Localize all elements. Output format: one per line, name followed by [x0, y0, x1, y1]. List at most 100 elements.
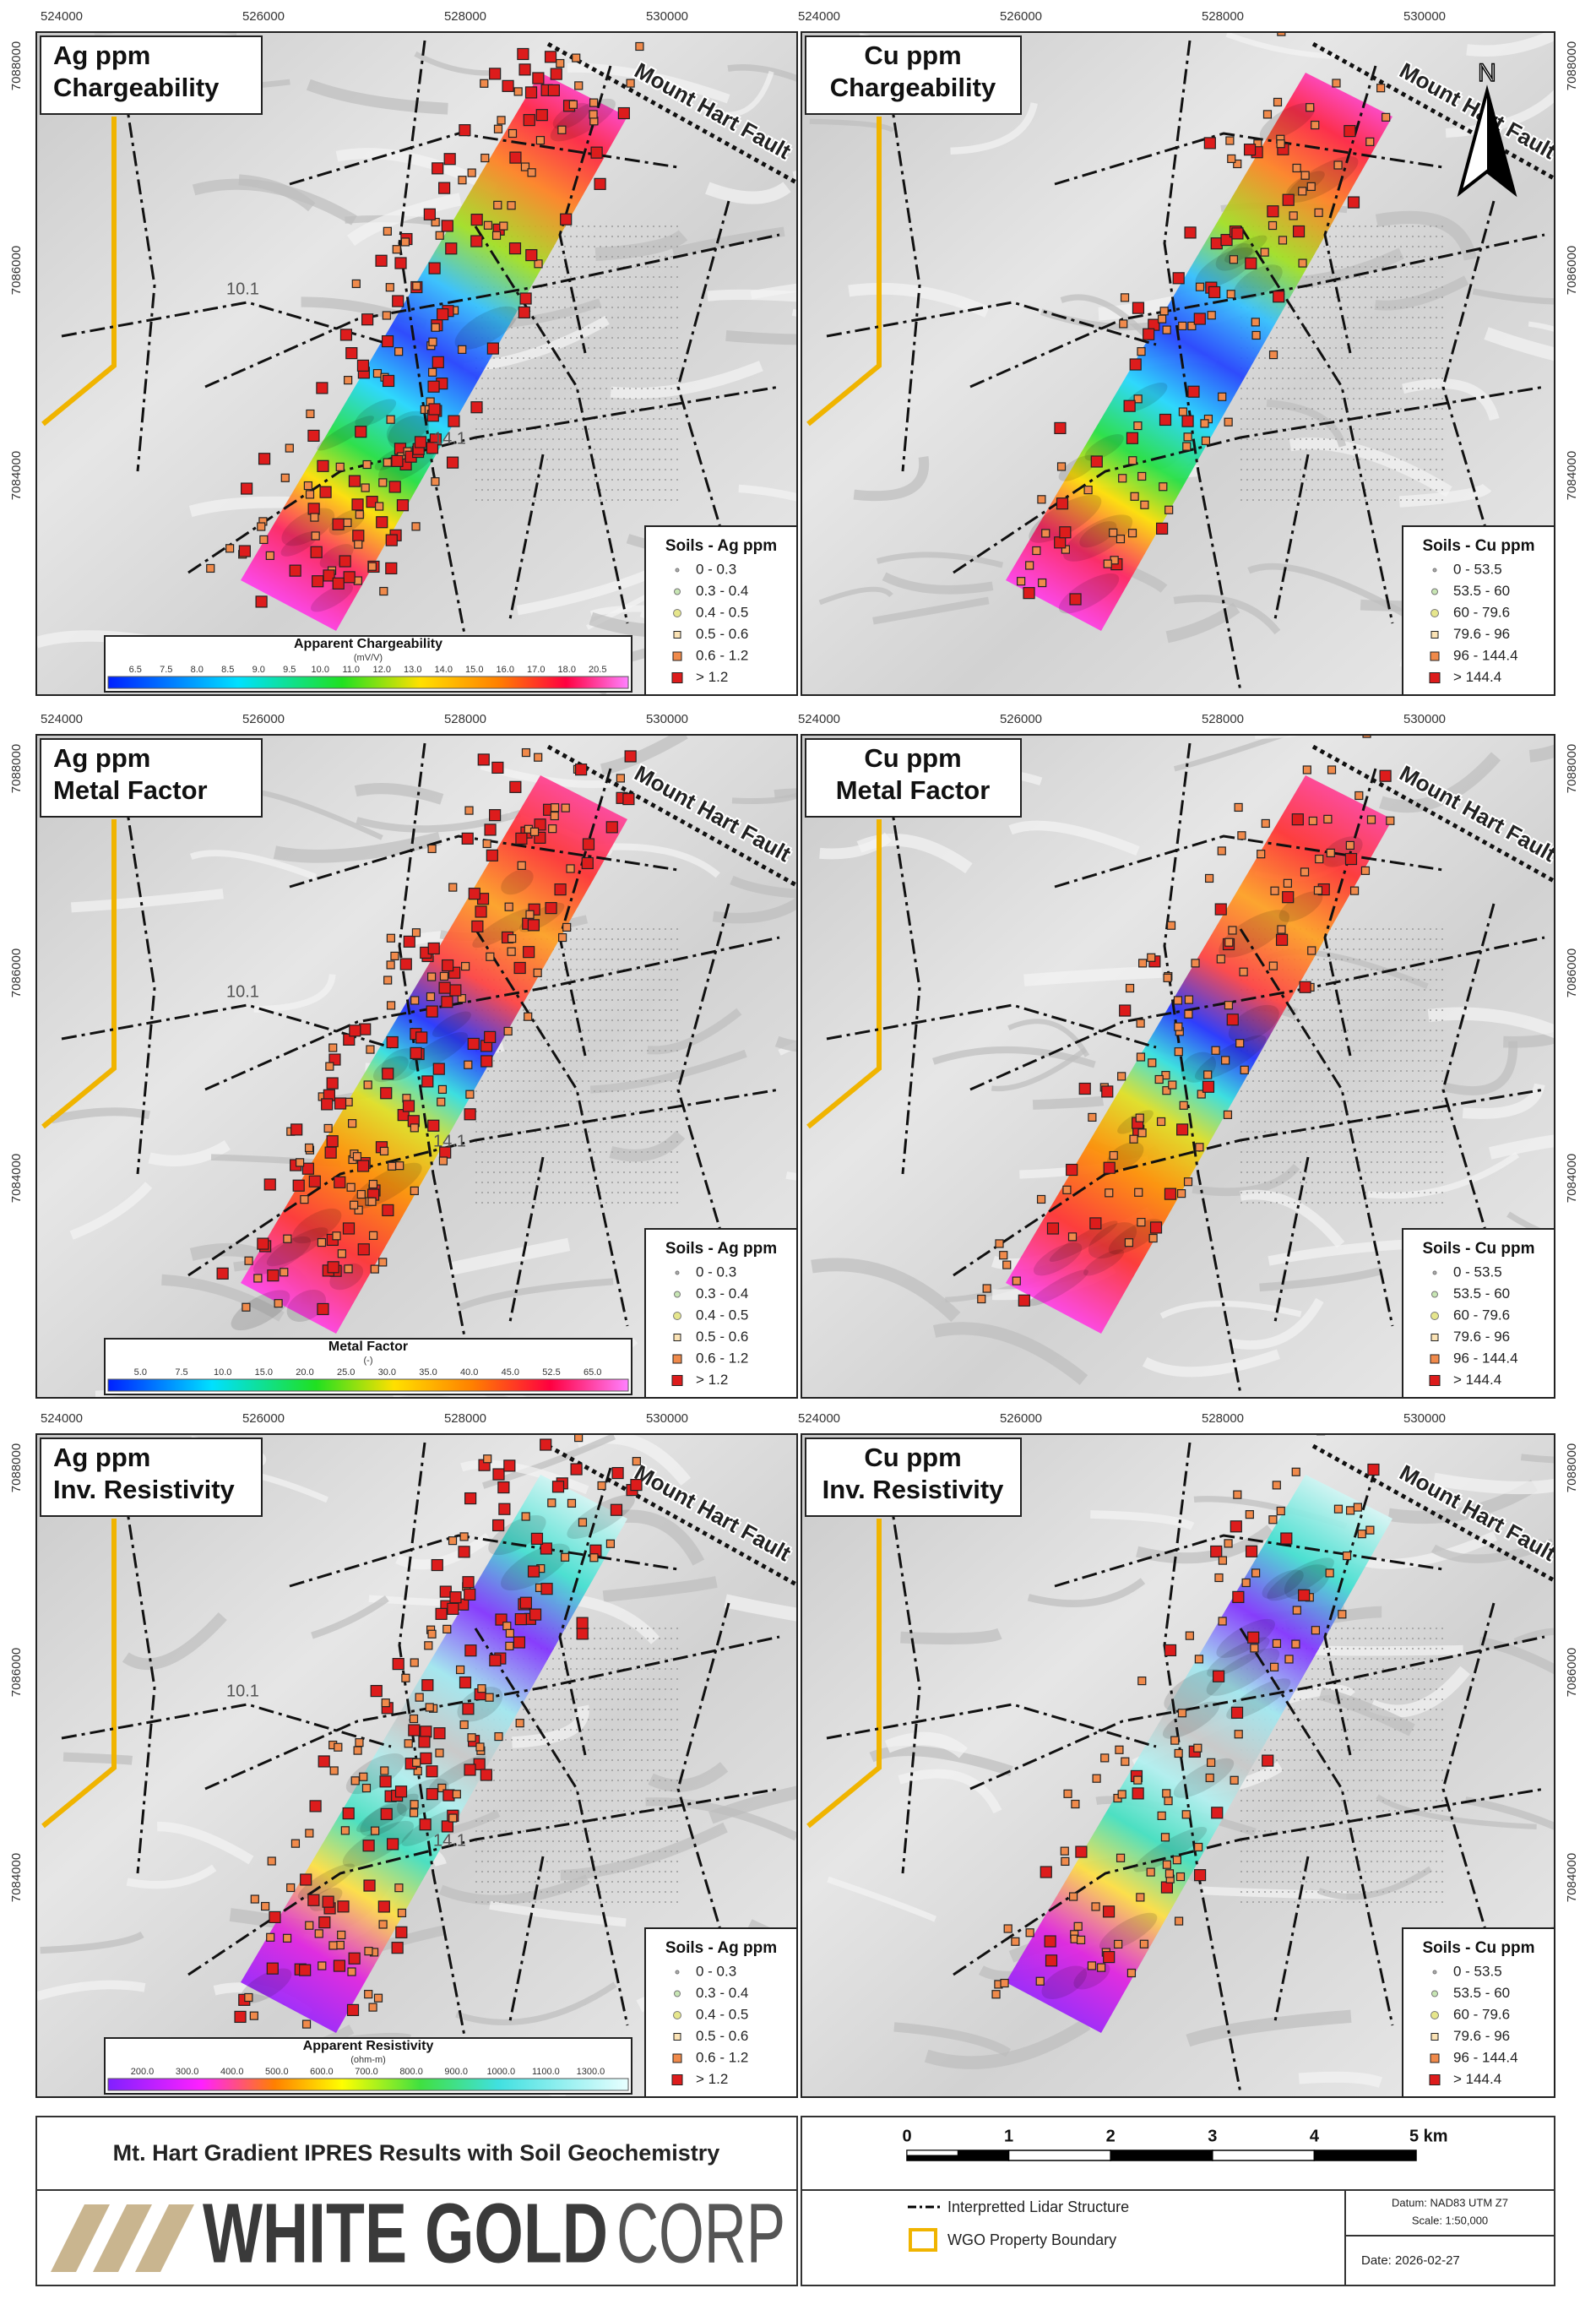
colorbar-tick-label: 20.0	[296, 1367, 313, 1378]
terrain-ridge	[1472, 288, 1555, 305]
soil-legend-label: 60 - 79.6	[1453, 604, 1510, 620]
soil-sample	[332, 577, 345, 590]
terrain-ridge	[69, 1182, 153, 1240]
soil-sample	[1137, 1217, 1146, 1227]
x-coordinate-label: 526000	[1000, 1411, 1042, 1426]
soil-sample	[424, 1641, 433, 1650]
soil-sample	[1300, 171, 1310, 180]
soil-sample	[386, 1838, 399, 1851]
soil-sample	[441, 220, 453, 232]
soil-sample	[550, 68, 562, 80]
colorbar-tick-label: 16.0	[497, 665, 514, 675]
ip-texture	[1262, 1569, 1304, 1599]
soil-sample	[326, 1135, 339, 1148]
terrain-ridge	[1240, 1189, 1345, 1248]
soil-sample	[364, 1990, 373, 1999]
terrain-ridge	[1186, 2009, 1352, 2047]
ip-texture	[355, 399, 397, 427]
terrain-ridge	[335, 148, 498, 194]
lidar-structure	[187, 1088, 780, 1277]
soil-sample	[259, 535, 269, 545]
footer: Mt. Hart Gradient IPRES Results with Soi…	[35, 2116, 1555, 2286]
north-label: N	[1478, 59, 1496, 87]
soil-sample	[410, 1186, 419, 1196]
soil-sample	[1268, 961, 1278, 970]
soil-sample	[1063, 1789, 1072, 1798]
soil-sample	[362, 1840, 375, 1852]
soil-sample	[285, 443, 294, 453]
soil-sample	[480, 1769, 492, 1781]
lidar-structure	[826, 1003, 1157, 1049]
soil-sample	[267, 1856, 276, 1866]
soil-sample	[470, 213, 483, 226]
ip-texture	[1083, 1249, 1125, 1276]
x-coordinate-label: 526000	[242, 712, 285, 726]
lidar-structure	[204, 1635, 780, 1791]
soil-sample	[332, 518, 345, 530]
soil-sample	[334, 1176, 346, 1188]
soil-sample	[482, 839, 491, 849]
soil-sample	[1243, 144, 1257, 156]
soil-legend-symbol	[1430, 651, 1440, 661]
soil-sample	[513, 961, 526, 975]
lidar-structure	[969, 233, 1545, 389]
colorbar-tick-label: 30.0	[378, 1367, 396, 1378]
soil-sample	[626, 79, 635, 88]
soil-sample	[483, 220, 493, 230]
terrain-ridge	[273, 832, 442, 863]
colorbar-tick-label: 15.0	[465, 665, 483, 675]
colorbar-tick-label: 65.0	[584, 1367, 601, 1378]
terrain-ridge	[189, 850, 317, 880]
terrain-ridge	[924, 2018, 1091, 2069]
soil-sample	[527, 1565, 540, 1578]
soil-sample	[1245, 1545, 1258, 1557]
soil-sample	[395, 1926, 408, 1938]
soil-sample	[1224, 417, 1233, 427]
soil-sample	[355, 426, 367, 438]
soil-sample	[427, 942, 440, 955]
x-coordinate-label: 524000	[41, 712, 83, 726]
soil-legend-label: 79.6 - 96	[1453, 626, 1510, 642]
soil-sample	[1136, 1052, 1146, 1062]
soil-sample	[300, 1873, 312, 1886]
soil-sample	[561, 803, 570, 813]
soil-legend-symbol	[671, 1375, 683, 1386]
soil-sample	[318, 1961, 327, 1970]
ip-texture	[280, 531, 318, 557]
y-coordinate-label: 7088000	[1565, 41, 1579, 90]
scale-label: 1	[1004, 2127, 1013, 2145]
lidar-structure	[1054, 132, 1444, 186]
soil-sample	[257, 1237, 269, 1250]
panel-title: Cu ppm	[864, 41, 961, 70]
colorbar-tick-label: 800.0	[399, 2067, 423, 2077]
soil-sample	[475, 1742, 485, 1752]
lidar-structure	[289, 834, 679, 889]
fault-line	[546, 41, 797, 185]
soil-sample	[1119, 319, 1128, 329]
soil-sample	[1229, 255, 1239, 264]
soil-legend-box	[644, 1228, 798, 1399]
ip-texture	[1106, 1142, 1144, 1171]
lidar-structure	[119, 65, 156, 472]
soil-sample	[1349, 886, 1360, 895]
soil-sample	[379, 586, 388, 596]
terrain-ridge	[876, 552, 1004, 568]
soil-sample	[1210, 1545, 1223, 1558]
soil-sample	[1283, 878, 1292, 888]
colorbar-ramp	[107, 1378, 629, 1392]
soil-sample	[449, 1591, 462, 1604]
soil-legend-symbol	[1432, 1270, 1437, 1275]
soil-sample	[1326, 848, 1335, 857]
soil-sample	[253, 1274, 263, 1283]
x-coordinate-label: 528000	[444, 9, 486, 24]
soil-sample	[1164, 1188, 1177, 1200]
colorbar-tick-label: 700.0	[355, 2067, 378, 2077]
ip-texture	[1219, 910, 1289, 958]
terrain-ridge	[853, 456, 930, 502]
soil-sample	[318, 1916, 331, 1929]
y-coordinate-label: 7084000	[1565, 451, 1579, 500]
soil-sample	[1291, 1639, 1300, 1649]
lidar-structure	[1239, 1628, 1394, 2026]
panel-frame	[35, 734, 798, 1399]
soil-sample	[1230, 1520, 1242, 1533]
